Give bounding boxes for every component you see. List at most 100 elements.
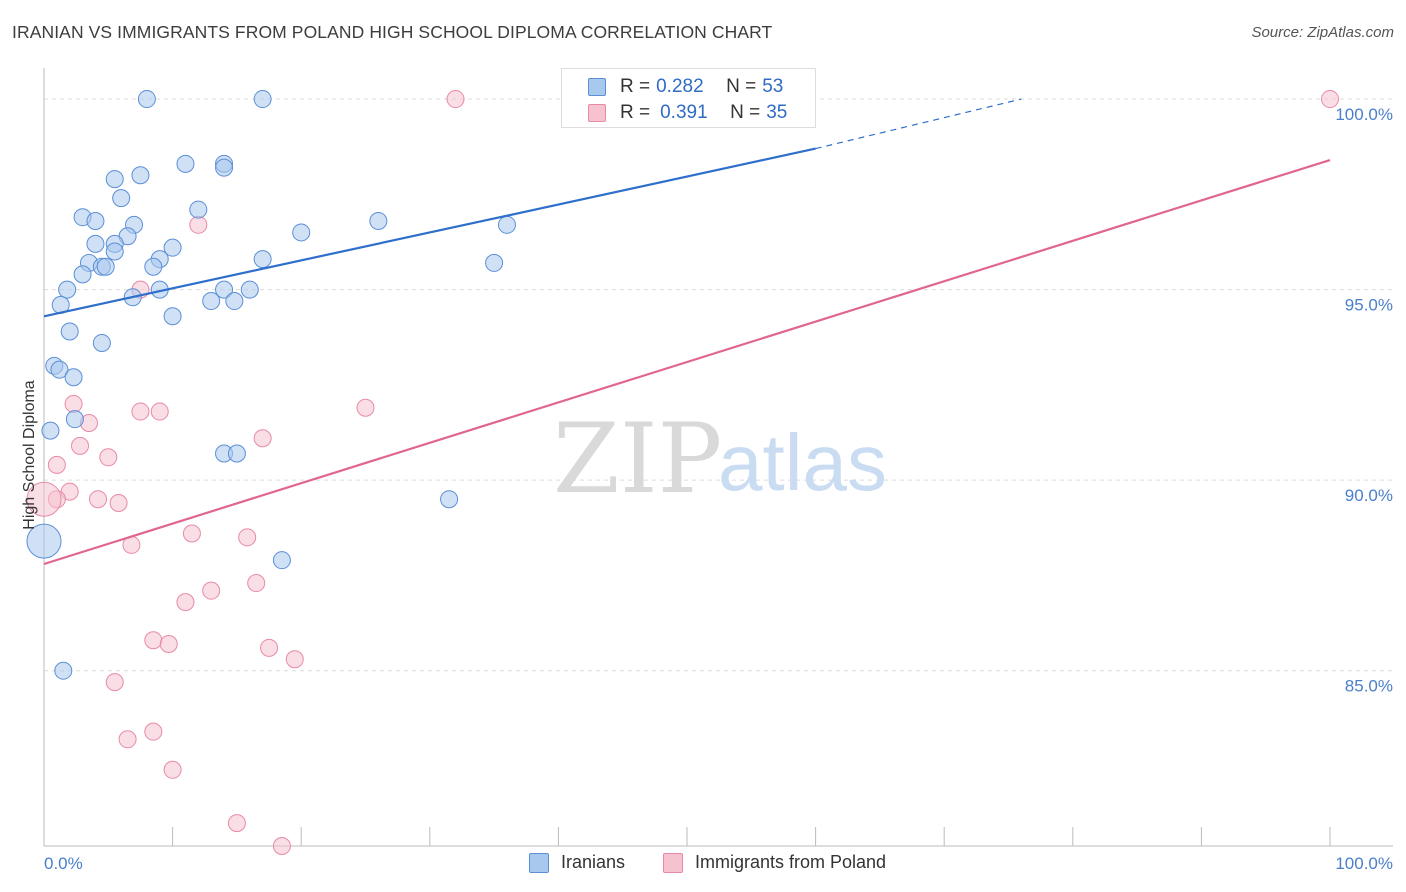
point-iranians: [202, 292, 221, 311]
point-poland: [253, 429, 272, 448]
trend-lines: [43, 98, 1331, 566]
y-tick-label: 90.0%: [1345, 486, 1393, 505]
point-iranians: [50, 360, 69, 379]
series-legend: Iranians Immigrants from Poland: [0, 852, 1406, 876]
legend-label-immigrants-from-poland: Immigrants from Poland: [695, 852, 887, 872]
point-iranians: [369, 212, 388, 231]
point-iranians: [92, 333, 111, 352]
point-iranians: [137, 90, 156, 109]
point-poland: [131, 402, 150, 421]
point-poland: [144, 631, 163, 650]
axes: [43, 68, 1393, 847]
y-tick-label: 95.0%: [1345, 296, 1393, 315]
point-iranians: [189, 200, 208, 219]
point-iranians: [144, 257, 163, 276]
chart-title: IRANIAN VS IMMIGRANTS FROM POLAND HIGH S…: [12, 22, 773, 42]
point-poland: [159, 635, 178, 654]
point-iranians: [60, 322, 79, 341]
point-poland: [1321, 90, 1339, 109]
blue-swatch: [529, 852, 549, 873]
point-poland: [446, 90, 465, 109]
trend-line-iranians-extension: [815, 98, 1022, 150]
point-iranians: [240, 280, 259, 299]
r-value: 0.282: [656, 76, 704, 97]
point-poland: [71, 436, 90, 455]
point-iranians: [227, 444, 246, 463]
pink-swatch: [588, 104, 606, 122]
point-iranians: [292, 223, 311, 242]
point-poland: [176, 593, 195, 612]
pink-swatch: [663, 852, 683, 873]
stats-legend-row-poland: R = 0.391 N = 35: [588, 102, 787, 124]
trend-line-poland: [43, 158, 1331, 566]
point-iranians: [440, 490, 459, 509]
point-poland: [109, 494, 128, 513]
point-iranians: [73, 265, 92, 284]
point-poland: [260, 638, 279, 657]
stats-legend-row-iranians: R = 0.282 N = 53: [588, 76, 783, 98]
point-iranians: [58, 280, 77, 299]
y-tick-label: 100.0%: [1335, 105, 1393, 124]
point-poland: [247, 574, 266, 593]
y-tick-label: 85.0%: [1345, 677, 1393, 696]
point-poland: [99, 448, 118, 467]
r-value: 0.391: [660, 102, 708, 123]
source-label: Source: ZipAtlas.com: [1251, 24, 1394, 41]
points-iranians: [26, 90, 722, 680]
point-poland: [227, 814, 246, 833]
point-iranians: [163, 307, 182, 326]
legend-label-iranians: Iranians: [561, 852, 626, 872]
point-iranians: [112, 189, 131, 208]
point-poland: [202, 581, 221, 600]
y-axis-label: High School Diploma: [21, 380, 38, 530]
point-iranians: [26, 523, 62, 559]
grid-lines: [44, 98, 1393, 672]
point-poland: [150, 402, 169, 421]
legend-item-iranians[interactable]: Iranians: [529, 852, 625, 873]
x-tick-label-max: 100.0%: [1335, 854, 1393, 873]
watermark-atlas: atlas: [718, 418, 887, 507]
point-iranians: [272, 551, 291, 570]
point-poland: [89, 490, 108, 509]
point-iranians: [64, 368, 83, 387]
n-label: N =: [730, 102, 761, 123]
stats-legend: R = 0.282 N = 53 R = 0.391 N = 35: [561, 68, 816, 128]
point-iranians: [163, 238, 182, 257]
point-poland: [64, 394, 83, 413]
point-iranians: [253, 90, 272, 109]
point-poland: [238, 528, 257, 547]
point-iranians: [497, 215, 516, 234]
point-poland: [272, 837, 291, 855]
point-iranians: [225, 292, 244, 311]
point-poland: [285, 650, 304, 669]
point-iranians: [86, 234, 105, 253]
point-iranians: [176, 154, 195, 173]
r-label: R =: [620, 76, 651, 97]
point-poland: [47, 455, 66, 474]
point-poland: [189, 215, 208, 234]
point-iranians: [215, 280, 234, 299]
point-poland: [163, 760, 182, 779]
blue-swatch: [588, 78, 606, 96]
point-iranians: [86, 212, 105, 231]
point-iranians: [105, 170, 124, 189]
point-iranians: [65, 410, 84, 429]
point-poland: [182, 524, 201, 543]
point-iranians: [54, 661, 73, 680]
point-poland: [356, 398, 375, 417]
legend-item-immigrants-from-poland[interactable]: Immigrants from Poland: [663, 852, 886, 873]
x-tick-label-min: 0.0%: [44, 854, 83, 873]
n-value: 35: [766, 102, 788, 123]
point-iranians: [105, 242, 124, 261]
point-poland: [118, 730, 137, 749]
point-iranians: [96, 257, 115, 276]
r-label: R =: [620, 102, 651, 123]
axis-ticks: 85.0% 90.0% 95.0% 100.0%: [1335, 105, 1393, 696]
n-value: 53: [762, 76, 784, 97]
point-iranians: [215, 158, 234, 177]
point-poland: [144, 722, 163, 741]
trend-line-iranians: [43, 147, 816, 318]
point-iranians: [41, 421, 60, 440]
points-immigrants-from-poland: [26, 90, 1339, 855]
